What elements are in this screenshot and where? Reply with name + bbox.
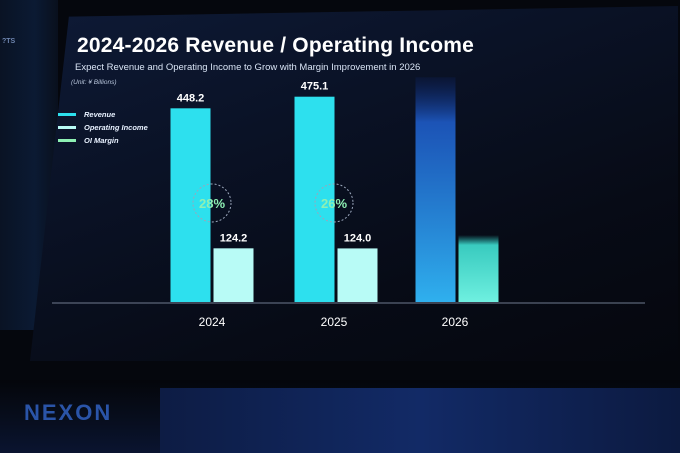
chart-unit: (Unit: ¥ Billions) [71,79,117,86]
chart-subtitle: Expect Revenue and Operating Income to G… [75,62,421,73]
legend-swatch-oi-margin [58,139,76,142]
brand-logo: NEXON [24,400,113,425]
legend-swatch-revenue [58,113,76,116]
legend-swatch-operating-income [58,126,76,129]
bar-chart: 448.2 124.2 28% 2024 475.1 124.0 26% 2025 2026 [52,77,645,329]
revenue-value-label-2025: 475.1 [301,81,329,93]
legend-item-revenue: Revenue [58,108,148,121]
legend-label-revenue: Revenue [84,110,116,119]
oi-margin-ring-2025 [314,183,354,223]
legend-item-operating-income: Operating Income [58,121,148,134]
revenue-bar-2025 [294,96,335,302]
chart-title: 2024-2026 Revenue / Operating Income [77,34,475,57]
x-tick-label-2026: 2026 [442,315,469,329]
x-tick-label-2024: 2024 [199,315,226,329]
stage-led-panel [160,388,680,453]
revenue-bar-2026 [415,77,456,303]
oi-margin-label-2024: 28% [199,196,225,211]
chart-legend: Revenue Operating Income OI Margin [58,108,148,147]
legend-item-oi-margin: OI Margin [58,134,148,147]
operating-income-value-label-2024: 124.2 [220,232,248,244]
x-tick-label-2025: 2025 [321,315,348,329]
operating-income-value-label-2025: 124.0 [344,232,372,244]
operating-income-bar-2025 [337,248,378,302]
revenue-bar-2024 [170,108,211,302]
operating-income-bar-2026 [458,235,499,302]
revenue-value-label-2024: 448.2 [177,92,205,104]
operating-income-bar-2024 [213,248,254,302]
room-left-text: ?TS [2,38,16,45]
legend-label-oi-margin: OI Margin [84,136,119,145]
legend-label-operating-income: Operating Income [84,123,148,132]
oi-margin-label-2025: 26% [321,196,347,211]
oi-margin-ring-2024 [192,183,232,223]
